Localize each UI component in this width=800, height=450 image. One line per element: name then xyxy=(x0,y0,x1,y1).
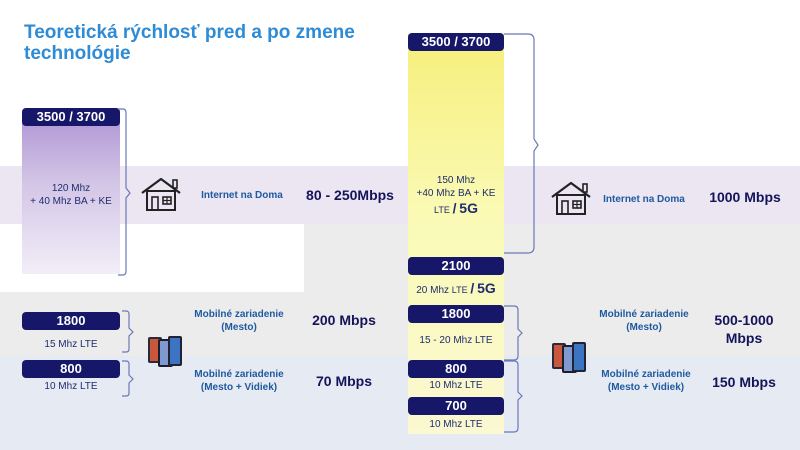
before-mobile-city-label: Mobilné zariadenie (Mesto) xyxy=(194,309,284,333)
before-band-3500-label: 3500 / 3700 xyxy=(22,108,120,126)
after-800-700-bracket xyxy=(504,360,523,433)
after-band-1800-desc: 15 - 20 Mhz LTE xyxy=(419,335,493,346)
before-mobile-rural-speed: 70 Mbps xyxy=(315,373,372,389)
before-3500-column xyxy=(22,122,120,274)
smartphones-icon xyxy=(148,336,182,367)
after-home-label: Internet na Doma xyxy=(603,194,685,205)
before-1800-bracket xyxy=(122,310,134,353)
before-band-1800-label: 1800 xyxy=(22,312,120,330)
after-mobile-city-speed: 500-1000 Mbps xyxy=(714,312,774,346)
after-band-800-label: 800 xyxy=(408,360,504,378)
before-800-bracket xyxy=(122,360,134,397)
before-band-800-desc: 10 Mhz LTE xyxy=(44,381,98,392)
mid-gray-band xyxy=(304,224,800,292)
before-3500-bracket xyxy=(118,108,131,276)
after-band-3500-tech-sep: / xyxy=(452,200,457,216)
house-icon xyxy=(551,181,591,215)
after-band-2100-tech-5g: 5G xyxy=(477,280,496,296)
after-band-800-desc: 10 Mhz LTE xyxy=(429,380,483,391)
before-band-3500-desc: 120 Mhz + 40 Mhz BA + KE xyxy=(30,183,112,207)
after-band-1800-label: 1800 xyxy=(408,305,504,323)
after-mobile-city-label: Mobilné zariadenie (Mesto) xyxy=(599,309,689,333)
after-mobile-rural-speed: 150 Mbps xyxy=(712,374,776,390)
before-mobile-rural-label: Mobilné zariadenie (Mesto + Vidiek) xyxy=(194,369,284,393)
after-band-2100-desc: 20 Mhz LTE / 5G xyxy=(416,280,496,296)
before-mobile-city-speed: 200 Mbps xyxy=(312,312,376,328)
before-band-1800-desc: 15 Mhz LTE xyxy=(44,339,98,350)
after-3500-bracket xyxy=(504,33,539,254)
after-mobile-rural-label: Mobilné zariadenie (Mesto + Vidiek) xyxy=(601,369,691,393)
after-1800-bracket xyxy=(504,305,523,361)
after-band-3500-label: 3500 / 3700 xyxy=(408,33,504,51)
mobile-rural-band xyxy=(0,356,800,450)
after-band-2100-label: 2100 xyxy=(408,257,504,275)
after-band-2100-tech-sep: / xyxy=(470,280,475,296)
before-home-label: Internet na Doma xyxy=(201,190,283,201)
after-band-2100-tech-lte: LTE xyxy=(451,285,468,295)
house-icon xyxy=(141,177,181,211)
before-home-speed: 80 - 250Mbps xyxy=(306,187,394,203)
after-home-speed: 1000 Mbps xyxy=(709,189,781,205)
before-band-800-label: 800 xyxy=(22,360,120,378)
after-band-3500-desc: 150 Mhz +40 Mhz BA + KE LTE / 5G xyxy=(416,175,496,216)
after-band-700-desc: 10 Mhz LTE xyxy=(429,419,483,430)
after-band-700-label: 700 xyxy=(408,397,504,415)
mobile-city-band xyxy=(0,292,800,356)
after-band-3500-tech-5g: 5G xyxy=(459,200,478,216)
page-title: Teoretická rýchlosť pred a po zmene tech… xyxy=(24,22,355,64)
home-internet-band xyxy=(0,166,800,224)
smartphones-icon xyxy=(552,342,586,373)
after-band-3500-tech-lte: LTE xyxy=(434,205,450,215)
